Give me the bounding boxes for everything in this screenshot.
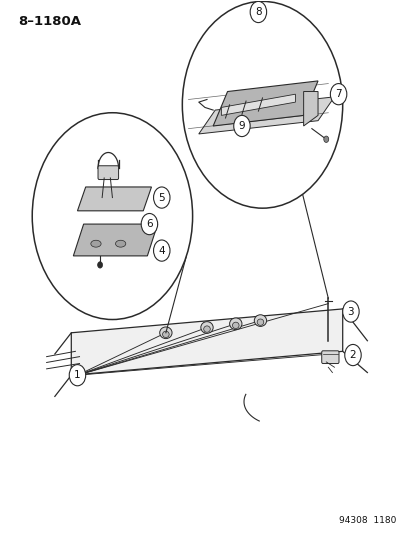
Ellipse shape bbox=[115, 240, 126, 247]
Polygon shape bbox=[213, 81, 317, 126]
Text: 3: 3 bbox=[347, 306, 354, 317]
Text: 8–1180A: 8–1180A bbox=[18, 14, 81, 28]
Text: 4: 4 bbox=[158, 246, 165, 256]
Ellipse shape bbox=[203, 326, 210, 332]
Polygon shape bbox=[221, 94, 295, 115]
Ellipse shape bbox=[159, 327, 172, 338]
Circle shape bbox=[153, 240, 170, 261]
Circle shape bbox=[323, 136, 328, 142]
Text: 8: 8 bbox=[254, 7, 261, 17]
Text: 2: 2 bbox=[349, 350, 356, 360]
Polygon shape bbox=[198, 97, 334, 134]
Circle shape bbox=[249, 2, 266, 22]
Circle shape bbox=[330, 84, 346, 105]
Ellipse shape bbox=[232, 322, 238, 328]
Circle shape bbox=[182, 2, 342, 208]
Polygon shape bbox=[71, 309, 342, 375]
Ellipse shape bbox=[256, 319, 263, 325]
Text: 5: 5 bbox=[158, 192, 165, 203]
Circle shape bbox=[344, 344, 360, 366]
FancyBboxPatch shape bbox=[321, 351, 338, 364]
Text: 1: 1 bbox=[74, 370, 81, 380]
Circle shape bbox=[141, 214, 157, 235]
Circle shape bbox=[233, 115, 249, 136]
Ellipse shape bbox=[90, 240, 101, 247]
Ellipse shape bbox=[229, 318, 241, 329]
Polygon shape bbox=[73, 224, 157, 256]
Polygon shape bbox=[303, 92, 317, 126]
Ellipse shape bbox=[162, 331, 169, 337]
Circle shape bbox=[69, 365, 85, 386]
Text: 7: 7 bbox=[335, 89, 341, 99]
Text: 94308  1180: 94308 1180 bbox=[338, 516, 395, 525]
Ellipse shape bbox=[254, 315, 266, 326]
Polygon shape bbox=[77, 187, 151, 211]
Circle shape bbox=[32, 113, 192, 319]
Circle shape bbox=[97, 262, 102, 268]
Text: 9: 9 bbox=[238, 121, 244, 131]
Circle shape bbox=[342, 301, 358, 322]
Text: 6: 6 bbox=[146, 219, 152, 229]
Circle shape bbox=[153, 187, 170, 208]
FancyBboxPatch shape bbox=[98, 166, 118, 180]
Ellipse shape bbox=[200, 321, 213, 333]
